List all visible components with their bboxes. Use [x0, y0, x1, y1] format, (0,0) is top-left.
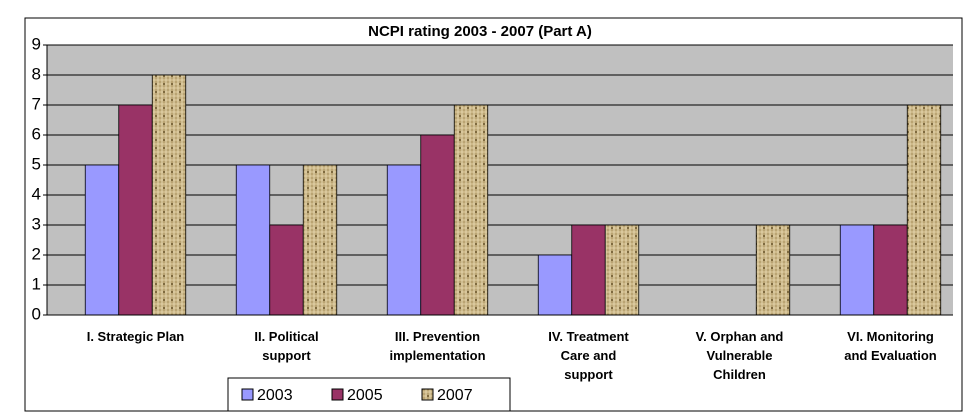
y-tick-label: 8: [32, 64, 41, 83]
legend-label: 2005: [347, 387, 383, 404]
y-tick-label: 0: [32, 304, 41, 323]
x-tick-label: III. Prevention implementation: [389, 329, 485, 363]
y-tick-label: 9: [32, 34, 41, 53]
chart-title: NCPI rating 2003 - 2007 (Part A): [368, 23, 592, 40]
x-tick-label: VI. Monitoring and Evaluation: [844, 329, 937, 363]
legend-box: [227, 377, 511, 412]
x-tick-label: II. Political support: [254, 329, 318, 363]
bar: [386, 164, 422, 316]
bar: [604, 224, 640, 316]
legend-label: 2007: [437, 387, 473, 404]
y-tick-label: 5: [32, 154, 41, 173]
bar: [151, 74, 187, 316]
bar: [118, 104, 153, 316]
bar: [571, 224, 606, 316]
y-tick-label: 3: [32, 214, 41, 233]
bar: [235, 164, 271, 316]
bar: [302, 164, 338, 316]
bar: [755, 224, 791, 316]
bar: [906, 104, 942, 316]
x-tick-label: I. Strategic Plan: [87, 329, 185, 344]
legend-label: 2003: [257, 387, 293, 404]
bar: [537, 254, 573, 316]
bar: [453, 104, 489, 316]
bar: [269, 224, 304, 316]
x-tick-label: IV. Treatment Care and support: [548, 329, 629, 382]
legend-swatch: [421, 388, 434, 401]
y-tick-label: 4: [32, 184, 41, 203]
bar: [839, 224, 875, 316]
x-tick-label: V. Orphan and Vulnerable Children: [696, 329, 784, 382]
bar: [84, 164, 120, 316]
bar: [420, 134, 455, 316]
y-tick-label: 1: [32, 274, 41, 293]
plot-area: [47, 45, 953, 315]
legend-swatch: [241, 388, 254, 401]
y-tick-label: 2: [32, 244, 41, 263]
y-tick-label: 7: [32, 94, 41, 113]
bar: [873, 224, 908, 316]
legend-swatch: [331, 388, 344, 401]
y-tick-label: 6: [32, 124, 41, 143]
